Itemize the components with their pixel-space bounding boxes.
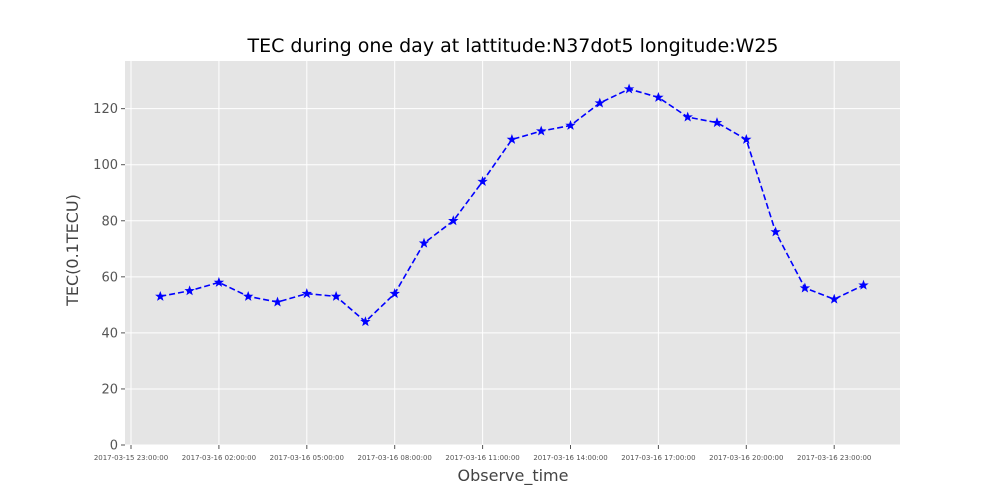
x-axis-ticks: 2017-03-15 23:00:00 2017-03-16 02:00:00 20… bbox=[94, 445, 871, 462]
x-tick-label: 2017-03-16 17:00:00 bbox=[621, 454, 695, 462]
data-point-marker bbox=[330, 290, 342, 301]
data-point-marker bbox=[858, 279, 869, 290]
data-point-marker bbox=[594, 97, 606, 108]
data-point-marker bbox=[242, 290, 254, 301]
tec-series-markers bbox=[155, 83, 869, 327]
data-point-marker bbox=[623, 83, 635, 94]
data-point-marker bbox=[184, 285, 195, 296]
data-point-marker bbox=[741, 134, 752, 144]
data-point-marker bbox=[301, 288, 313, 299]
data-point-marker bbox=[477, 176, 488, 186]
x-tick-label: 2017-03-16 23:00:00 bbox=[797, 454, 871, 462]
y-tick-label: 20 bbox=[101, 382, 118, 397]
x-tick-label: 2017-03-16 02:00:00 bbox=[182, 454, 256, 462]
data-point-marker bbox=[565, 119, 576, 130]
y-tick-label: 120 bbox=[93, 102, 118, 117]
y-tick-label: 80 bbox=[101, 214, 118, 229]
data-point-marker bbox=[272, 296, 283, 307]
y-tick-label: 100 bbox=[93, 158, 118, 173]
x-axis-label: Observe_time bbox=[458, 466, 569, 486]
data-point-marker bbox=[799, 282, 811, 293]
data-point-marker bbox=[535, 125, 547, 136]
x-tick-label: 2017-03-15 23:00:00 bbox=[94, 454, 168, 462]
data-point-marker bbox=[506, 134, 518, 144]
x-tick-label: 2017-03-16 11:00:00 bbox=[445, 454, 519, 462]
data-point-marker bbox=[711, 117, 723, 128]
x-tick-label: 2017-03-16 14:00:00 bbox=[533, 454, 607, 462]
y-tick-label: 60 bbox=[101, 270, 118, 285]
data-point-marker bbox=[653, 91, 664, 102]
plot-area bbox=[125, 61, 900, 445]
data-point-marker bbox=[448, 215, 459, 226]
chart-title: TEC during one day at lattitude:N37dot5 … bbox=[246, 35, 778, 57]
x-tick-label: 2017-03-16 20:00:00 bbox=[709, 454, 783, 462]
data-point-marker bbox=[829, 293, 840, 304]
data-point-marker bbox=[389, 288, 400, 299]
data-point-marker bbox=[155, 290, 166, 301]
data-point-marker bbox=[213, 276, 225, 287]
y-tick-label: 0 bbox=[110, 439, 118, 454]
x-tick-label: 2017-03-16 05:00:00 bbox=[270, 454, 344, 462]
y-tick-label: 40 bbox=[101, 326, 118, 341]
data-point-marker bbox=[682, 111, 693, 122]
data-point-marker bbox=[360, 316, 371, 327]
y-axis-ticks: 0 20 40 60 80 100 120 bbox=[93, 102, 125, 454]
grid-lines bbox=[125, 61, 900, 446]
x-tick-label: 2017-03-16 08:00:00 bbox=[358, 454, 432, 462]
y-axis-label: TEC(0.1TECU) bbox=[63, 194, 82, 307]
data-point-marker bbox=[418, 237, 430, 248]
data-point-marker bbox=[770, 226, 781, 237]
